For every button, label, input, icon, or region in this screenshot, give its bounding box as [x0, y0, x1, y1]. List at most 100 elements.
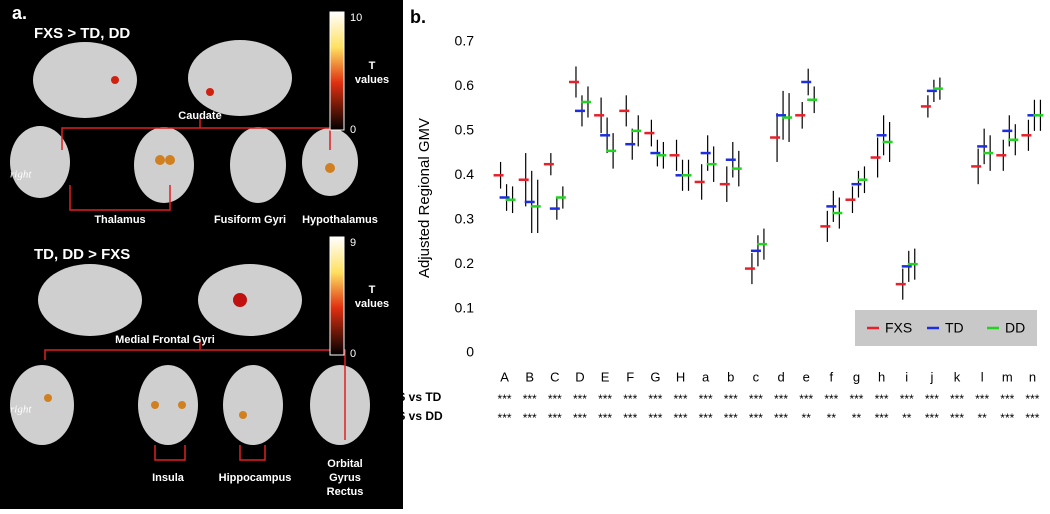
- region-label: Rectus: [327, 486, 364, 498]
- y-tick-label: 0.2: [455, 255, 475, 271]
- significance: ***: [674, 411, 688, 425]
- x-tick-label: n: [1029, 369, 1036, 384]
- region-label: Insula: [152, 472, 185, 484]
- significance: ***: [875, 411, 889, 425]
- region-label: Caudate: [178, 110, 221, 122]
- y-axis-label: Adjusted Regional GMV: [416, 118, 433, 278]
- x-tick-label: H: [676, 369, 685, 384]
- colorbar-min: 0: [350, 124, 356, 136]
- significance: ***: [598, 392, 612, 406]
- colorbar: [329, 236, 345, 356]
- region-label: Hippocampus: [219, 472, 292, 484]
- x-tick-label: C: [550, 369, 559, 384]
- x-tick-label: b: [727, 369, 734, 384]
- significance: ***: [523, 392, 537, 406]
- x-tick-label: d: [777, 369, 784, 384]
- x-tick-label: F: [626, 369, 634, 384]
- x-tick-label: f: [830, 369, 834, 384]
- colorbar-title: T: [369, 284, 376, 296]
- x-tick-label: l: [981, 369, 984, 384]
- x-tick-label: A: [500, 369, 509, 384]
- y-tick-label: 0.6: [455, 77, 475, 93]
- y-tick-label: 0.3: [455, 210, 475, 226]
- panel-label: b.: [410, 7, 426, 27]
- significance: ***: [749, 392, 763, 406]
- region-label: Hypothalamus: [302, 214, 378, 226]
- y-tick-label: 0: [466, 344, 474, 360]
- significance: ***: [498, 411, 512, 425]
- significance: ***: [598, 411, 612, 425]
- significance: ***: [849, 392, 863, 406]
- significance: ***: [724, 411, 738, 425]
- brain-images: [10, 40, 370, 445]
- significance: ***: [975, 392, 989, 406]
- significance: **: [802, 411, 812, 425]
- significance: ***: [774, 411, 788, 425]
- x-tick-label: D: [575, 369, 584, 384]
- significance: ***: [925, 392, 939, 406]
- colorbar-title: T: [369, 60, 376, 72]
- x-tick-label: j: [929, 369, 933, 384]
- legend-label: DD: [1005, 320, 1025, 336]
- significance: ***: [900, 392, 914, 406]
- significance: ***: [699, 392, 713, 406]
- significance: ***: [950, 392, 964, 406]
- significance: ***: [699, 411, 713, 425]
- significance: ***: [824, 392, 838, 406]
- significance: **: [827, 411, 837, 425]
- comparison-label: FXS vs DD: [382, 409, 443, 423]
- significance: ***: [749, 411, 763, 425]
- significance: ***: [799, 392, 813, 406]
- significance: ***: [523, 411, 537, 425]
- significance: ***: [548, 411, 562, 425]
- significance: ***: [573, 411, 587, 425]
- significance: ***: [925, 411, 939, 425]
- significance: **: [902, 411, 912, 425]
- activation-blobs: [44, 76, 335, 419]
- significance: ***: [623, 411, 637, 425]
- x-tick-label: i: [905, 369, 908, 384]
- x-tick-label: m: [1002, 369, 1013, 384]
- significance: ***: [1000, 392, 1014, 406]
- legend-box: [855, 310, 1037, 346]
- significance: ***: [1000, 411, 1014, 425]
- legend-label: TD: [945, 320, 964, 336]
- x-tick-label: k: [954, 369, 961, 384]
- significance: ***: [648, 392, 662, 406]
- x-tick-label: G: [650, 369, 660, 384]
- y-tick-label: 0.1: [455, 299, 475, 315]
- significance: ***: [674, 392, 688, 406]
- significance: **: [977, 411, 987, 425]
- comparison-label: FXS vs TD: [382, 390, 442, 404]
- significance: ***: [1025, 392, 1039, 406]
- side-label: right: [10, 169, 32, 181]
- legend-label: FXS: [885, 320, 912, 336]
- colorbar: [329, 11, 345, 131]
- y-tick-label: 0.4: [455, 166, 475, 182]
- panel-label: a.: [12, 3, 27, 23]
- significance: ***: [623, 392, 637, 406]
- colorbar-title: values: [355, 298, 389, 310]
- region-label: Orbital: [327, 458, 362, 470]
- x-tick-label: e: [803, 369, 810, 384]
- significance: ***: [548, 392, 562, 406]
- significance: ***: [950, 411, 964, 425]
- x-tick-label: E: [601, 369, 610, 384]
- x-tick-label: h: [878, 369, 885, 384]
- region-label: Medial Frontal Gyri: [115, 334, 215, 346]
- significance: ***: [498, 392, 512, 406]
- x-tick-label: c: [753, 369, 760, 384]
- region-label: Thalamus: [94, 214, 145, 226]
- y-tick-label: 0.5: [455, 122, 475, 138]
- significance: ***: [573, 392, 587, 406]
- significance: ***: [724, 392, 738, 406]
- x-tick-label: B: [525, 369, 534, 384]
- colorbar-title: values: [355, 74, 389, 86]
- colorbar-max: 10: [350, 12, 362, 24]
- connectors: [44, 118, 346, 461]
- significance: **: [852, 411, 862, 425]
- contrast-title: FXS > TD, DD: [34, 25, 130, 42]
- significance: ***: [774, 392, 788, 406]
- region-label: Fusiform Gyri: [214, 214, 286, 226]
